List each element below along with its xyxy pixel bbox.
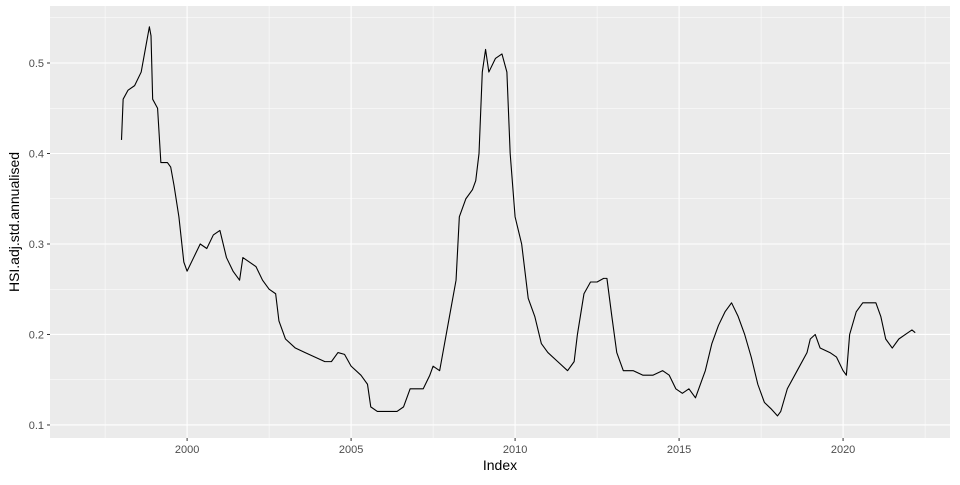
x-axis-title: Index — [483, 457, 517, 473]
y-tick-label: 0.2 — [29, 329, 44, 341]
x-tick-label: 2015 — [667, 444, 691, 456]
y-tick-label: 0.3 — [29, 239, 44, 251]
x-tick-label: 2000 — [175, 444, 199, 456]
y-tick-label: 0.4 — [29, 148, 44, 160]
y-tick-label: 0.5 — [29, 58, 44, 70]
x-tick-label: 2005 — [339, 444, 363, 456]
panel — [50, 6, 950, 438]
x-tick-label: 2020 — [831, 444, 855, 456]
y-axis-title: HSI.adj.std.annualised — [6, 152, 22, 292]
y-tick-label: 0.1 — [29, 420, 44, 432]
x-tick-label: 2010 — [503, 444, 527, 456]
data-line — [120, 26, 916, 417]
